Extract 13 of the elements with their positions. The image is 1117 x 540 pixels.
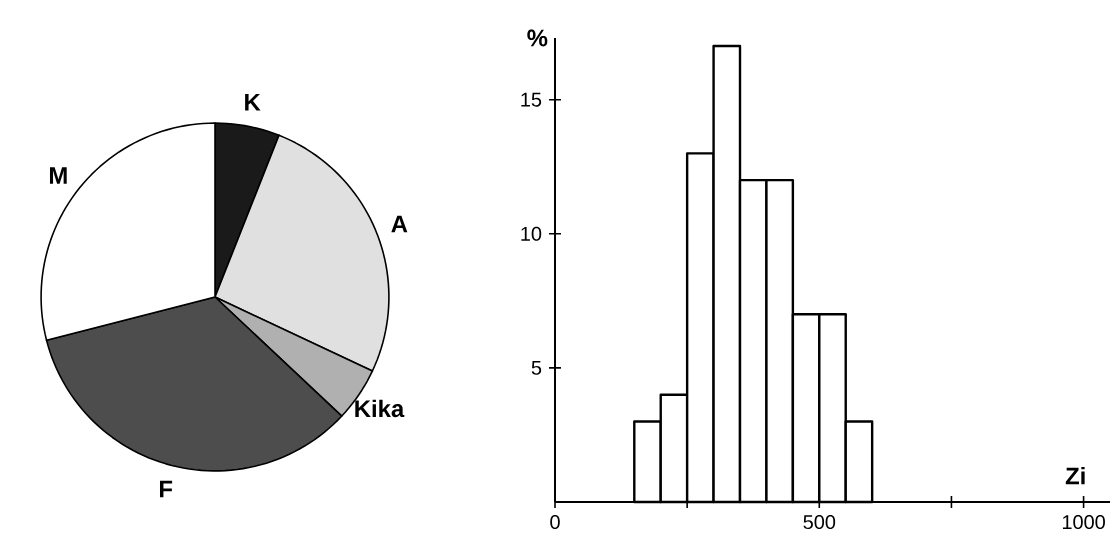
x-axis-title: Zi — [1065, 466, 1085, 485]
x-tick-label: 1000 — [1062, 515, 1105, 530]
x-tick-label: 500 — [803, 515, 836, 530]
slice-label: Kika — [355, 399, 405, 418]
x-tick-label: 0 — [550, 515, 560, 530]
slice-label: K — [245, 94, 261, 111]
y-axis-title: % — [527, 29, 548, 47]
slice-label: F — [160, 480, 173, 498]
y-tick-label: 5 — [531, 360, 542, 375]
slice-label: M — [49, 167, 67, 184]
y-tick-label: 15 — [521, 92, 542, 107]
slice-label: A — [391, 215, 408, 233]
y-tick-label: 10 — [521, 226, 542, 241]
